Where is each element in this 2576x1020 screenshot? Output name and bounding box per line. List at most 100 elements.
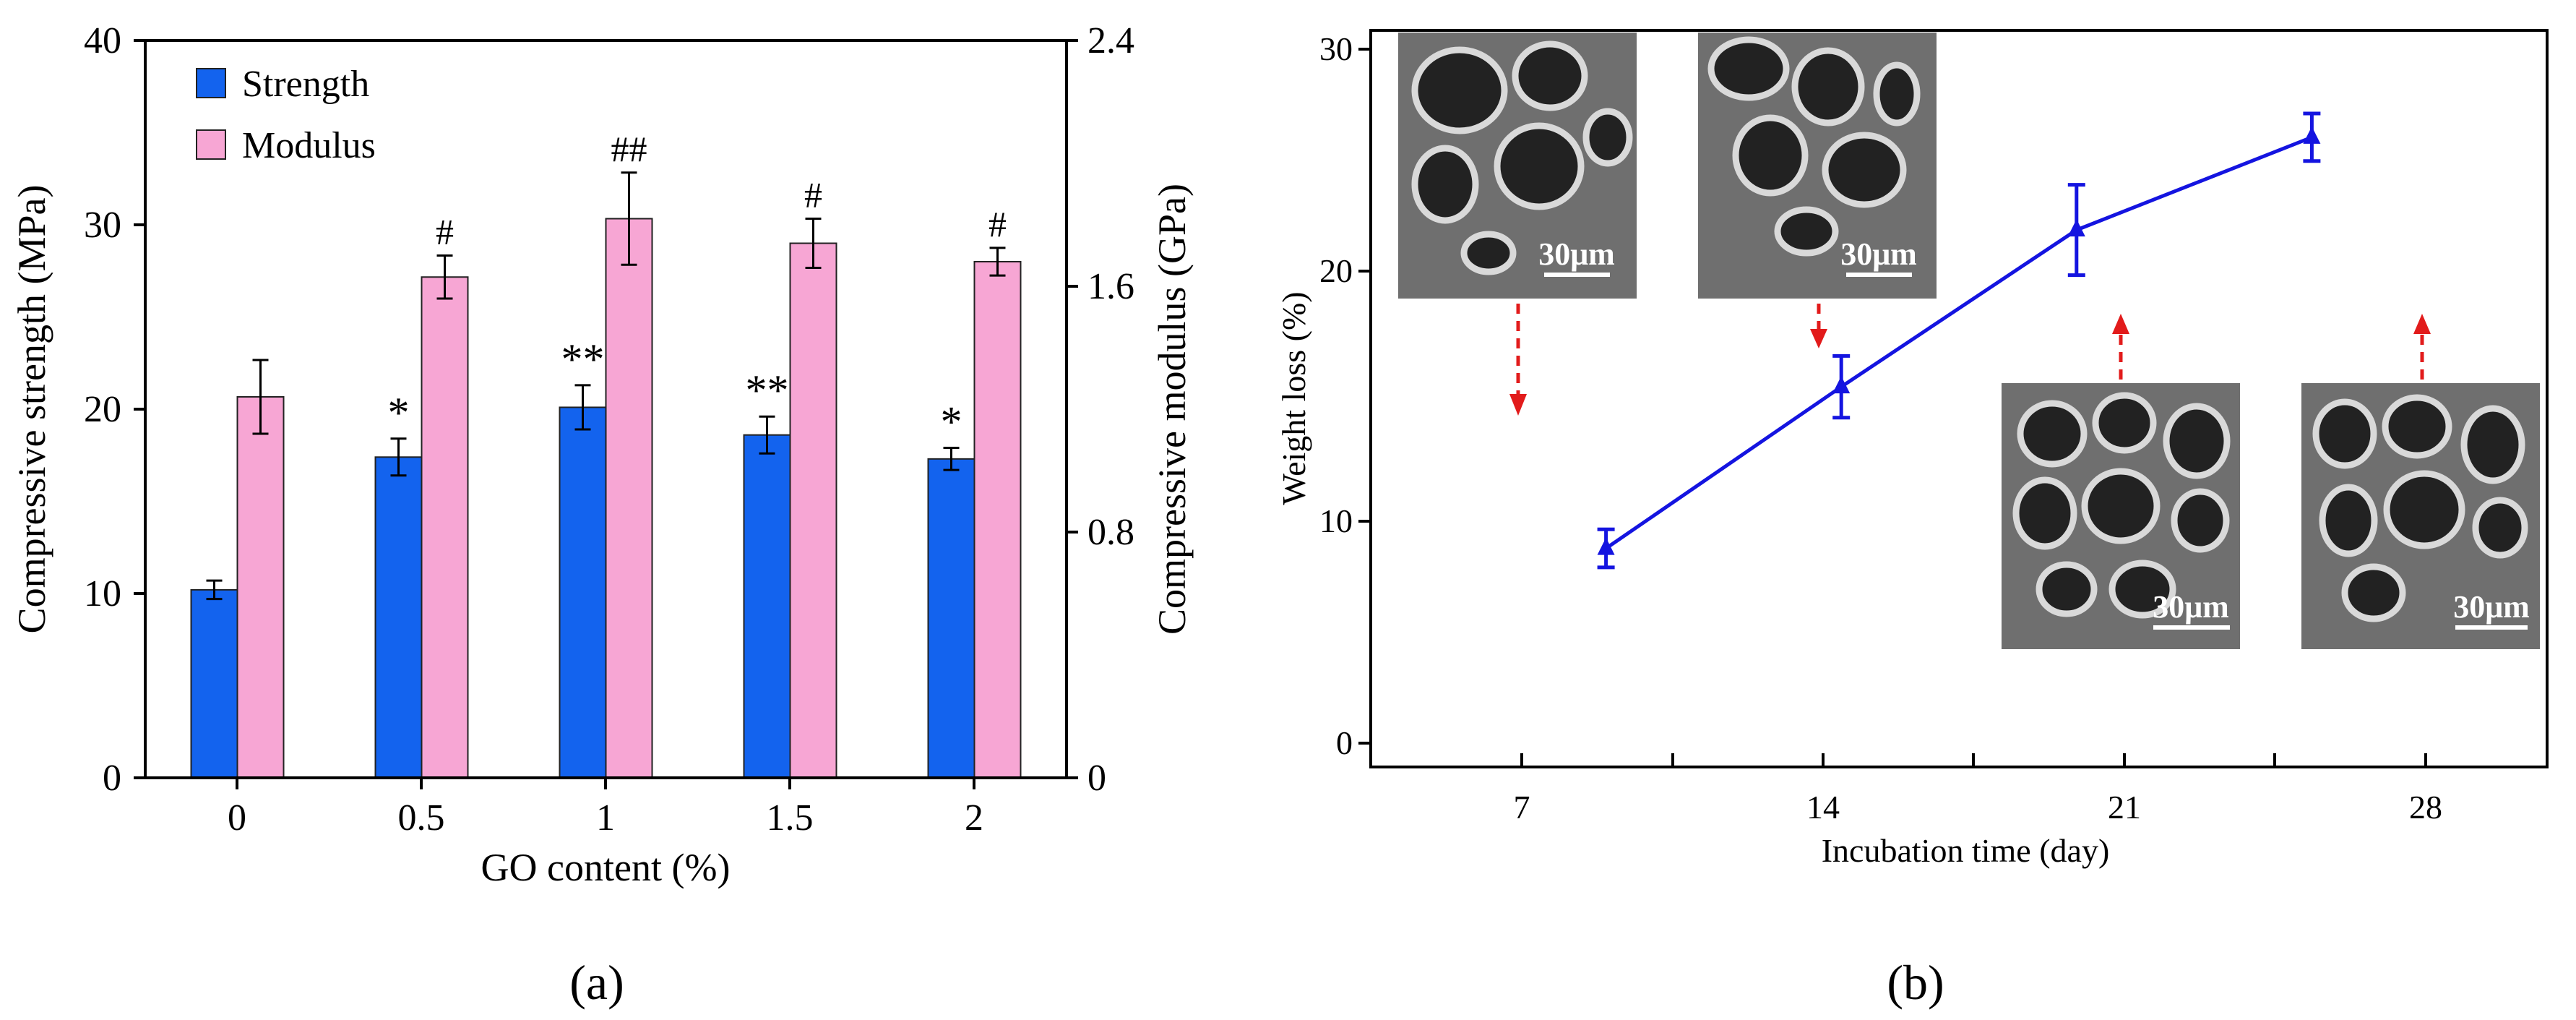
sem-pore: [2460, 405, 2525, 484]
b-y-tick-label: 20: [1319, 252, 1353, 289]
b-y-tick-label: 0: [1336, 724, 1353, 761]
sem-pore: [1411, 145, 1479, 224]
sem-pore: [1774, 206, 1839, 257]
sem-pore: [2383, 470, 2465, 549]
sem-pore: [1460, 231, 1517, 275]
a-y-ticks: [134, 39, 145, 779]
a-y-tick-label: 10: [84, 573, 121, 614]
bar-modulus-1: [605, 218, 653, 779]
scale-label-day28: 30μm: [2453, 589, 2530, 625]
significance-mark-strength-0.5: *: [388, 389, 410, 437]
sem-pore: [2017, 400, 2088, 468]
sem-pore: [2382, 394, 2452, 459]
b-y-tick-label: 30: [1319, 30, 1353, 67]
bar-modulus-1.5: [789, 242, 837, 779]
arrowhead-day28: [2413, 314, 2431, 334]
sem-pore: [1707, 36, 1790, 101]
a-y2-tick-label: 0: [1087, 758, 1106, 799]
legend-swatch-modulus: [196, 129, 226, 160]
a-y-tick-label: 0: [103, 758, 121, 799]
sem-pore: [1411, 46, 1508, 134]
a-x-tick-label: 0: [228, 797, 246, 839]
b-x-ticks: [1520, 753, 2427, 767]
b-series-group: [1597, 111, 2321, 570]
b-x-tick-label: 21: [2108, 789, 2141, 826]
a-x-tick-label: 1: [596, 797, 615, 839]
a-x-tick-label: 2: [965, 797, 983, 839]
sem-inset-day14: 30μm: [1698, 33, 1937, 299]
sem-pore: [2163, 403, 2231, 479]
sem-pore: [1873, 61, 1921, 127]
sem-inset-day7: 30μm: [1398, 33, 1637, 299]
panel-label-b: (b): [1887, 955, 1944, 1010]
a-x-tick-label: 0.5: [398, 797, 445, 839]
a-bars-group: [190, 171, 1022, 779]
error-bar-strength-1: [574, 384, 591, 431]
significance-mark-strength-1.5: **: [746, 367, 789, 414]
error-bar-modulus-1.5: [805, 218, 822, 269]
sem-pore: [2108, 560, 2176, 619]
sem-inset-day28: 30μm: [2301, 383, 2540, 649]
a-y-tick-label: 40: [84, 20, 121, 61]
panel-b-chart: 0 10 20 30 7 14 21 28 Incubation time (d…: [1275, 29, 2549, 1010]
a-legend: Strength Modulus: [196, 64, 376, 166]
a-y2-ticks: [1067, 39, 1078, 779]
sem-pore: [1494, 122, 1585, 210]
bar-strength-0: [190, 588, 238, 779]
b-plot-frame: [1369, 29, 2549, 768]
legend-label-modulus: Modulus: [242, 125, 376, 166]
error-bar-modulus-0.5: [436, 254, 453, 300]
scale-label-day21: 30μm: [2153, 589, 2229, 625]
a-y-tick-label: 30: [84, 205, 121, 246]
data-point-day7: [1597, 537, 1615, 555]
significance-mark-strength-2: *: [941, 398, 962, 446]
legend-swatch-strength: [196, 68, 226, 98]
a-y-axis-title: Compressive strength (MPa): [10, 185, 53, 634]
scale-label-day14: 30μm: [1840, 236, 1917, 272]
bar-strength-0.5: [374, 456, 423, 779]
panel-label-a: (a): [569, 955, 624, 1010]
a-x-axis-title: GO content (%): [481, 846, 731, 889]
sem-pore: [2319, 484, 2378, 557]
error-bar-strength-1.5: [759, 415, 775, 455]
b-y-ticks: [1358, 48, 1371, 745]
legend-label-strength: Strength: [242, 64, 369, 105]
error-bar-modulus-2: [989, 247, 1006, 277]
a-y-tick-label: 20: [84, 389, 121, 430]
sem-pore: [2312, 398, 2377, 469]
significance-mark-modulus-1: ##: [611, 129, 647, 169]
sem-pore: [2171, 488, 2230, 553]
data-point-day21: [2067, 219, 2085, 237]
panel-a-chart: *#**##**#*# 0 10: [10, 20, 1194, 1010]
error-bar-strength-2: [943, 447, 960, 471]
sem-pore: [2092, 392, 2157, 454]
data-point-day28: [2303, 126, 2321, 144]
bar-modulus-2: [973, 261, 1022, 779]
b-y-axis-title: Weight loss (%): [1275, 291, 1312, 505]
error-bar-strength-0: [206, 579, 223, 601]
bar-strength-1: [559, 406, 607, 779]
a-y2-tick-label: 2.4: [1087, 20, 1134, 61]
significance-mark-modulus-0.5: #: [436, 212, 454, 252]
sem-pore: [2341, 563, 2406, 622]
sem-pore: [2036, 561, 2098, 617]
arrowhead-day7: [1509, 394, 1527, 416]
arrowhead-day14: [1810, 329, 1827, 348]
scale-label-day7: 30μm: [1538, 236, 1615, 272]
sem-pore: [1732, 114, 1809, 197]
sem-pore: [2472, 497, 2528, 559]
significance-mark-strength-1: **: [561, 335, 605, 383]
a-y2-tick-label: 0.8: [1087, 512, 1134, 553]
data-point-day14: [1832, 376, 1851, 394]
b-x-tick-label: 14: [1806, 789, 1840, 826]
sem-pore: [1791, 47, 1865, 127]
inset-arrows: [1509, 304, 2431, 416]
a-x-tick-label: 1.5: [767, 797, 814, 839]
sem-pore: [2081, 468, 2161, 544]
weight-loss-line: [1605, 135, 2313, 550]
error-bar-modulus-1: [621, 171, 637, 266]
error-bar-strength-0.5: [390, 437, 407, 477]
b-x-tick-label: 7: [1514, 789, 1530, 826]
b-x-tick-label: 28: [2409, 789, 2442, 826]
